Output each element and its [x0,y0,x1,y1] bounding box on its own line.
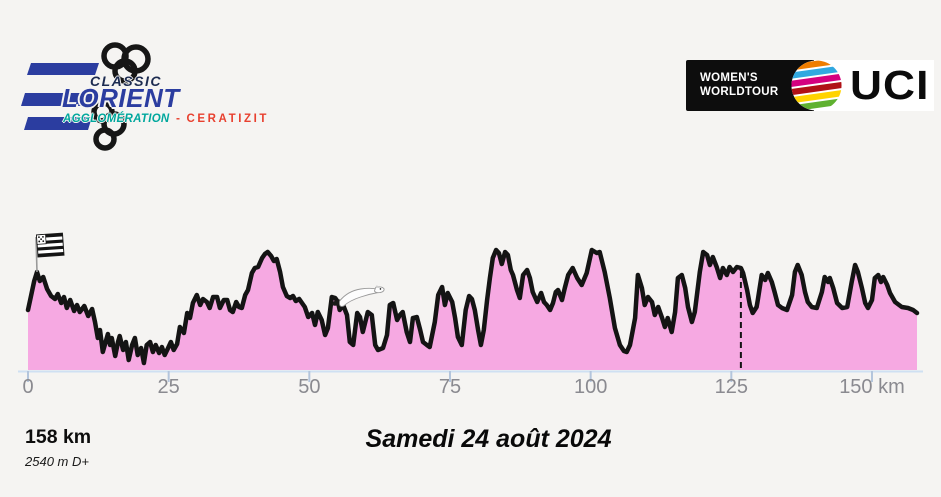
uci-label: UCI [850,62,930,108]
logo-text-lorient: LORIENT [62,83,180,113]
x-axis-tick-label: 150 km [839,376,905,398]
worldtour-label: WORLDTOUR [700,85,779,98]
x-axis-tick [448,371,451,382]
x-axis-tick [589,371,592,382]
x-axis-tick-label: 50 [298,376,321,398]
race-logo-graphic [21,42,151,151]
elevation-gain-label: 2540 m D+ [25,454,89,469]
ermine-icon [331,285,385,307]
elevation-line [25,247,920,366]
x-axis-tick-label: 0 [22,376,34,398]
x-axis-tick-label: 25 [157,376,180,398]
elevation-profile-chart [18,232,923,382]
x-axis-tick [870,371,873,382]
logo-text-separator: - [176,111,180,125]
uci-womens-worldtour-logo: WOMEN'S WORLDTOUR UCI [686,60,934,111]
breton-flag-icon [35,232,65,273]
womens-label: WOMEN'S [700,72,758,84]
x-axis-tick [27,371,29,382]
uci-globe-icon [791,60,842,111]
race-logo: CLASSIC LORIENT AGGLOMÉRATION - CERATIZI… [20,36,270,161]
x-axis-line [18,370,923,373]
x-axis-tick-label: 75 [438,376,462,398]
x-axis-tick [167,371,170,382]
x-axis-tick [730,371,733,382]
x-axis-tick [308,371,311,382]
chainring-icon [91,42,151,151]
logo-text-sponsor-line: AGGLOMÉRATION - CERATIZIT [63,109,269,127]
race-date-label: Samedi 24 août 2024 [365,425,612,453]
uci-label-box: UCI [791,60,934,111]
x-axis-tick-label: 100 [573,376,608,398]
total-distance-label: 158 km [25,426,92,448]
logo-text-agglomeration: AGGLOMÉRATION [63,113,170,125]
x-axis-tick-label: 125 [714,376,748,398]
logo-text-ceratizit: CERATIZIT [186,113,270,125]
logo-stripes [21,63,99,130]
logo-text-classic: CLASSIC [90,73,162,89]
